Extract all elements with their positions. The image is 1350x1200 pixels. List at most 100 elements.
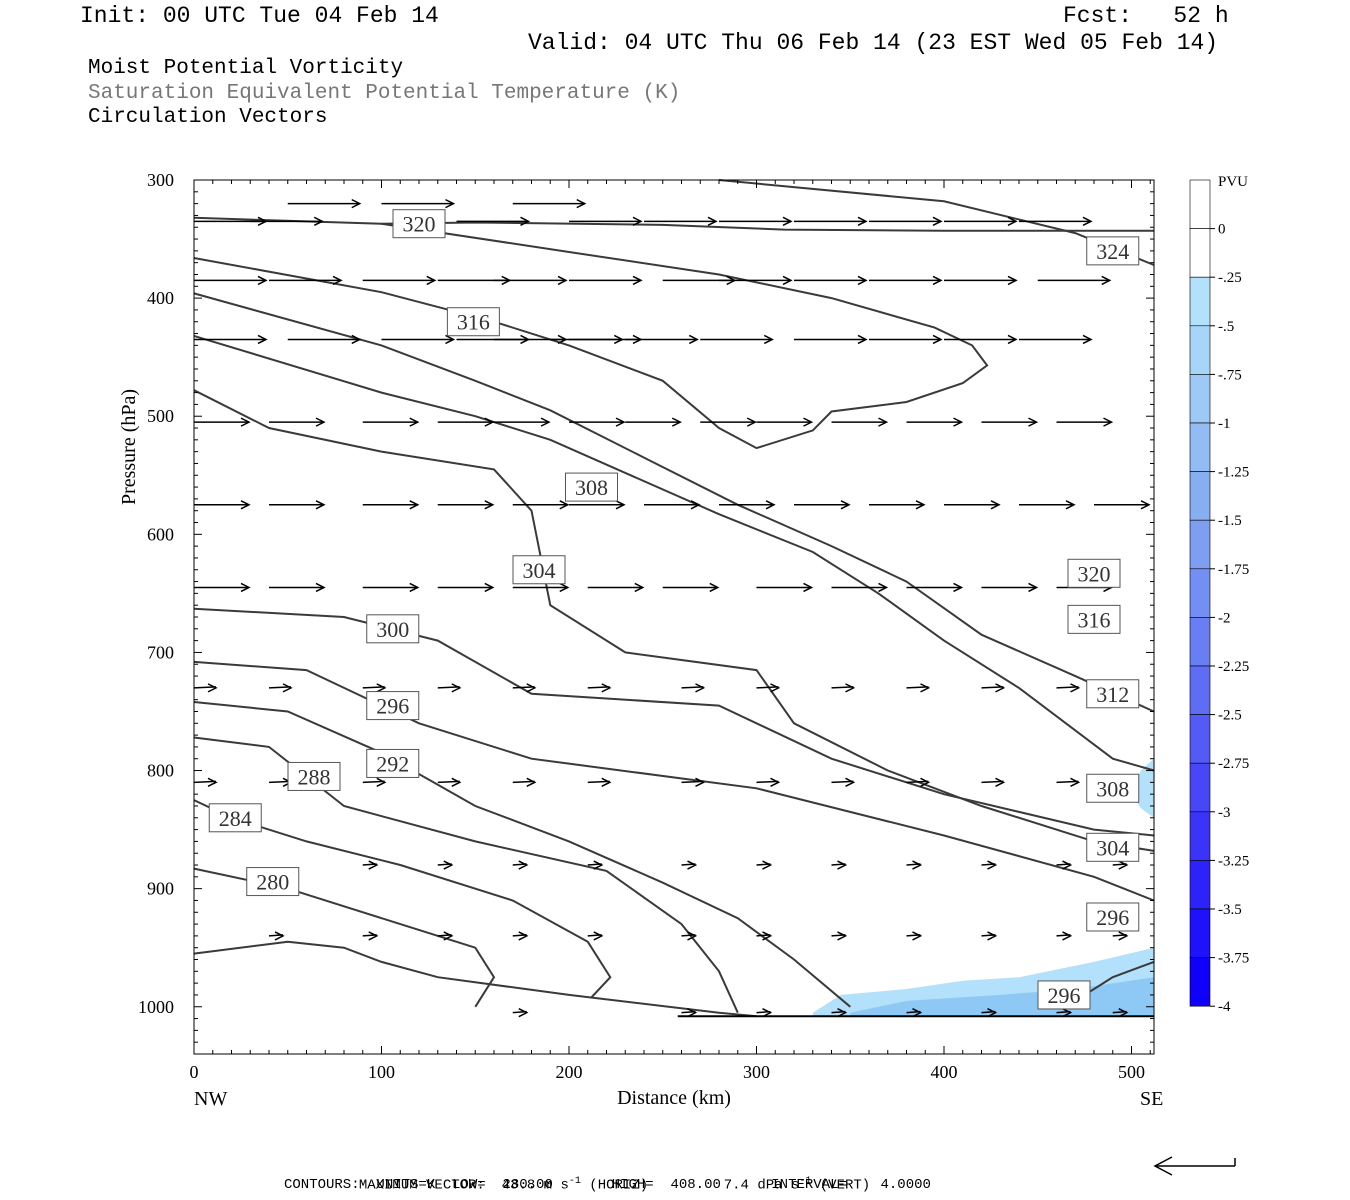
vector-arrow [831, 1007, 848, 1018]
vector-arrow [681, 777, 706, 788]
vector-arrow [681, 683, 706, 693]
vector-arrow [869, 500, 926, 510]
vector-arrow [906, 582, 964, 593]
y-tick-label: 1000 [138, 997, 174, 1017]
vector-arrow [794, 334, 868, 345]
contour-label-text: 280 [256, 870, 289, 895]
axes: 0 100 200 300 400 500 300 400 500 600 700 800 900 100… [138, 170, 1155, 1082]
vector-arrow [437, 500, 495, 510]
contour-label-text: 304 [523, 558, 556, 583]
vector-arrow [362, 582, 420, 593]
contour-label-text: 312 [1096, 682, 1129, 707]
colorbar-label: -.25 [1218, 270, 1242, 286]
contour-label-text: 304 [1096, 835, 1129, 860]
vector-arrow [362, 931, 379, 941]
vector-arrow [700, 417, 757, 427]
vector-arrow [756, 777, 781, 788]
x-tick-label: 0 [190, 1062, 199, 1082]
vector-arrow [756, 1007, 773, 1018]
vector-arrow [944, 216, 1018, 227]
vector-arrow [437, 860, 454, 870]
vector-arrow [1112, 931, 1129, 941]
colorbar-swatch [1189, 374, 1211, 424]
colorbar-swatch [1189, 471, 1211, 521]
vector-arrow [869, 334, 943, 345]
vector-arrow [644, 216, 718, 227]
circulation-vectors [193, 198, 1151, 1018]
contour-label: 320 [1067, 558, 1121, 588]
vector-arrow [681, 860, 698, 870]
vector-arrow [794, 500, 851, 510]
field-title-vectors: Circulation Vectors [88, 106, 328, 129]
vector-arrow [981, 417, 1039, 427]
vector-arrow [269, 582, 326, 593]
vector-arrow [831, 777, 856, 788]
vector-arrow [625, 417, 682, 427]
vector-arrow [494, 275, 568, 286]
vector-arrow [437, 931, 454, 941]
colorbar-label: -1.75 [1218, 562, 1249, 578]
y-tick-label: 600 [147, 524, 174, 544]
vector-arrow [756, 683, 781, 693]
vector-arrow [269, 275, 343, 286]
contour-312-3 [193, 292, 1155, 713]
vector-arrow [381, 198, 456, 209]
colorbar-label: -2.25 [1218, 659, 1249, 675]
colorbar-label: -2.75 [1218, 756, 1249, 772]
y-tick-label: 700 [147, 642, 174, 662]
vector-arrow [756, 582, 814, 593]
contour-label-text: 308 [575, 475, 608, 500]
colorbar-swatch [1189, 908, 1211, 958]
y-tick-label: 800 [147, 761, 174, 781]
y-tick-label: 300 [147, 170, 174, 190]
contour-label: 296 [1037, 980, 1091, 1010]
vector-arrow [512, 931, 529, 941]
contour-label: 324 [1086, 236, 1140, 266]
vector-arrow [981, 931, 998, 941]
contour-label: 304 [1086, 832, 1140, 862]
vector-arrow [700, 334, 774, 345]
max-vert-unit: (VERT) [819, 1177, 871, 1194]
colorbar-swatch [1189, 762, 1211, 813]
vector-arrow [1019, 216, 1093, 227]
colorbar-swatch [1189, 179, 1211, 229]
pv-shade-region-1 [1131, 758, 1154, 818]
vector-arrow [268, 931, 285, 941]
vector-arrow [831, 860, 848, 870]
vector-arrow [1112, 1007, 1129, 1018]
contour-label-text: 296 [1048, 983, 1081, 1008]
max-vert-value: 7.4 dPa s [723, 1177, 800, 1194]
vector-arrow [906, 931, 923, 941]
vector-arrow [944, 500, 1001, 510]
colorbar-label: 0 [1218, 222, 1226, 238]
contour-label-text: 300 [376, 617, 409, 642]
vector-arrow [1056, 1007, 1073, 1018]
vector-arrow [1056, 860, 1073, 870]
vector-arrow [194, 417, 251, 427]
vector-arrow [437, 417, 495, 427]
vector-arrow [831, 417, 889, 427]
vector-arrow [362, 275, 437, 286]
x-tick-label: 200 [556, 1062, 583, 1082]
contour-label: 288 [287, 761, 341, 791]
vector-arrow [437, 683, 462, 693]
contours-info: CONTOURS: UNITS=K LOW= 280.00 HIGH= 408.… [284, 1177, 931, 1193]
vector-arrow [1056, 931, 1073, 941]
vector-arrow [362, 777, 387, 788]
vector-arrow [794, 216, 868, 227]
contour-308-4 [193, 334, 1155, 772]
contour-316-2 [193, 222, 989, 450]
vector-arrow [194, 582, 251, 593]
colorbar-label: -.5 [1218, 319, 1234, 335]
vector-arrow [1019, 334, 1093, 345]
vector-arrow [756, 417, 814, 427]
colorbar-label: -3.5 [1218, 902, 1242, 918]
x-axis-label: Distance (km) [617, 1087, 731, 1109]
contour-label: 280 [246, 867, 300, 897]
vector-arrow [437, 582, 495, 593]
vector-arrow [512, 1007, 529, 1018]
vector-arrow [381, 334, 456, 345]
vector-arrow [756, 931, 773, 941]
vector-arrow [831, 931, 848, 941]
vector-arrow [831, 683, 856, 693]
